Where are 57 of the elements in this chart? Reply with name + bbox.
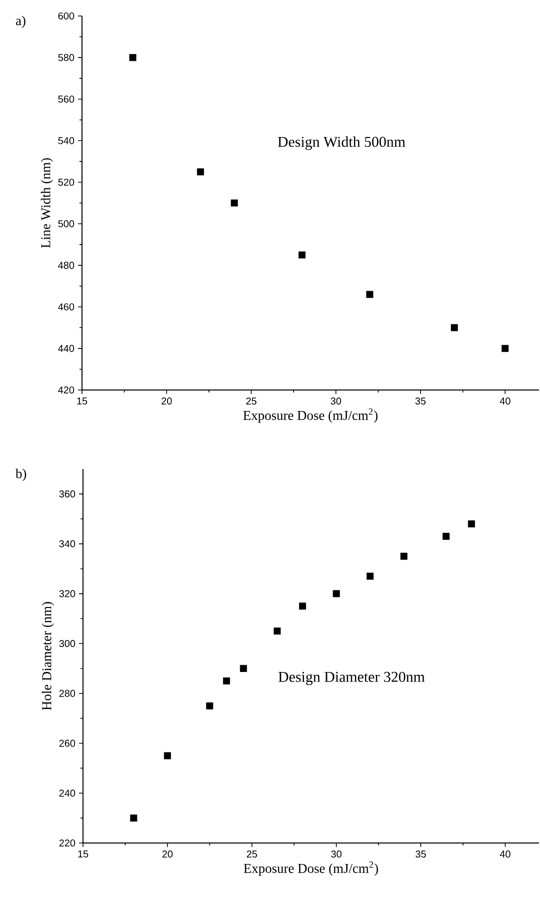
chart-title: a) (16, 16, 26, 28)
point (366, 290, 374, 298)
x-tick-label: 20 (162, 850, 173, 858)
point (502, 344, 509, 352)
point (442, 532, 450, 540)
y-tick-label: 540 (58, 137, 74, 144)
point (298, 251, 306, 258)
x-tick-label: 35 (416, 850, 426, 858)
y-tick-label: 320 (59, 590, 76, 598)
y-tick-label: 240 (60, 790, 76, 797)
y-tick-label: 260 (60, 740, 76, 747)
x-tick-label: 15 (77, 398, 88, 404)
point (451, 324, 458, 332)
chart-title: b) (16, 468, 26, 481)
point (274, 628, 281, 635)
annotation: Design Diameter 320nm (278, 672, 425, 686)
x-tick-label: 25 (247, 850, 258, 858)
y-tick-label: 360 (59, 490, 76, 498)
x-tick-label: 40 (500, 398, 511, 405)
x-tick-label: 25 (246, 398, 257, 405)
x-axis-title: Exposure Dose (mJ/cm$^{2}$) (244, 408, 378, 423)
y-tick-label: 280 (60, 690, 76, 697)
x-tick-label: 15 (78, 850, 88, 858)
y-tick-label: 520 (58, 178, 74, 186)
y-tick-label: 300 (59, 640, 76, 648)
y-tick-label: 460 (58, 303, 74, 310)
point (197, 168, 204, 176)
y-tick-label: 340 (59, 540, 76, 548)
y-tick-label: 440 (58, 344, 74, 352)
point (223, 677, 230, 684)
point (240, 664, 248, 672)
x-tick-label: 40 (500, 850, 511, 858)
point (366, 572, 374, 580)
point (299, 602, 306, 610)
x-tick-label: 20 (162, 398, 172, 405)
point (333, 590, 340, 598)
y-tick-label: 220 (60, 839, 76, 847)
point (164, 752, 172, 760)
point (130, 814, 138, 822)
x-tick-label: 35 (416, 398, 426, 405)
x-tick-label: 30 (331, 850, 342, 858)
y-axis-title: Hole Diameter (nm) (42, 602, 54, 710)
y-tick-label: 580 (58, 54, 74, 62)
y-tick-label: 420 (58, 386, 74, 394)
x-axis-title: Exposure Dose (mJ/cm$^{2}$) (244, 861, 378, 876)
y-axis-title: Line Width (nm) (41, 158, 54, 248)
y-tick-label: 480 (58, 262, 74, 269)
point (206, 702, 214, 710)
y-tick-label: 600 (58, 12, 74, 20)
point (400, 552, 408, 560)
x-tick-label: 30 (330, 398, 342, 405)
point (231, 199, 238, 206)
point (468, 520, 476, 528)
y-tick-label: 560 (58, 96, 74, 103)
annotation: Design Width 500nm (278, 136, 406, 150)
y-tick-label: 500 (58, 220, 74, 228)
point (130, 54, 137, 62)
